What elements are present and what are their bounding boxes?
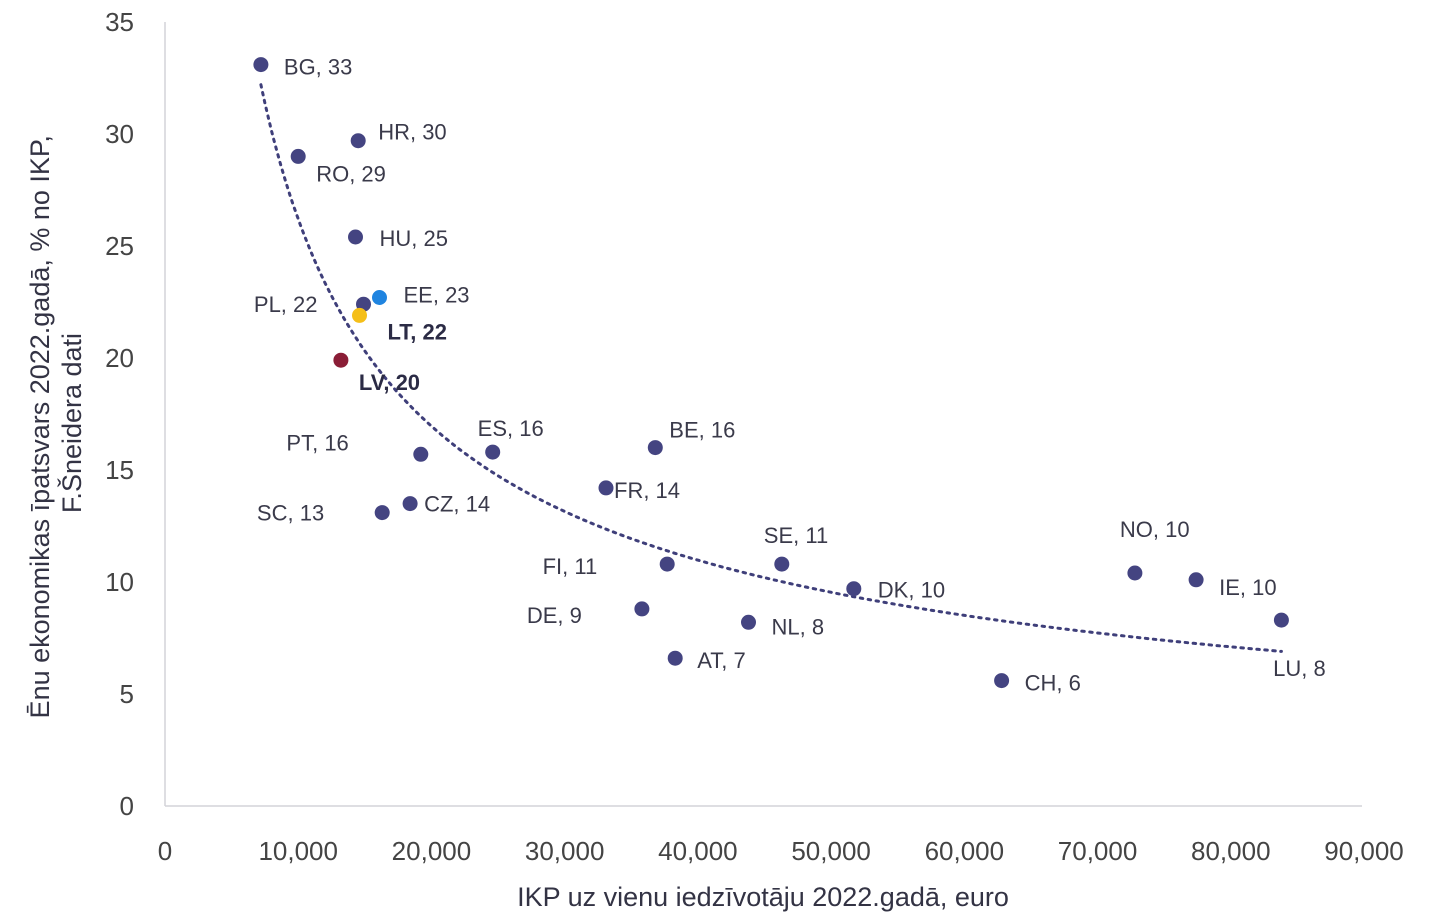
data-point-es bbox=[485, 444, 501, 460]
y-tick-label: 30 bbox=[105, 119, 134, 149]
data-point-hr bbox=[350, 133, 366, 149]
data-point-bg bbox=[253, 57, 269, 73]
point-label-ie: IE, 10 bbox=[1219, 575, 1276, 600]
point-label-at: AT, 7 bbox=[697, 648, 746, 673]
data-point-lt bbox=[352, 307, 367, 323]
data-point-cz bbox=[402, 496, 418, 512]
point-label-se: SE, 11 bbox=[764, 523, 828, 548]
trendline bbox=[259, 83, 1283, 653]
y-tick-label: 5 bbox=[120, 679, 134, 709]
x-tick-label: 90,000 bbox=[1324, 836, 1404, 866]
y-tick-labels: 0 5 10 15 20 25 30 35 bbox=[105, 7, 134, 821]
y-tick-label: 0 bbox=[120, 791, 134, 821]
x-tick-label: 80,000 bbox=[1191, 836, 1271, 866]
y-tick-label: 10 bbox=[105, 567, 134, 597]
point-label-lu: LU, 8 bbox=[1273, 656, 1326, 681]
y-axis-title-line-1: Ēnu ekonomikas īpatsvars 2022.gadā, % no… bbox=[25, 135, 55, 718]
point-label-ee: EE, 23 bbox=[404, 283, 470, 308]
data-point-be bbox=[647, 440, 663, 456]
data-point-nl bbox=[741, 614, 756, 630]
point-label-dk: DK, 10 bbox=[878, 578, 945, 603]
x-tick-label: 50,000 bbox=[791, 836, 871, 866]
point-label-bg: BG, 33 bbox=[284, 55, 352, 80]
data-point-pt bbox=[413, 446, 429, 462]
x-tick-label: 40,000 bbox=[658, 836, 738, 866]
point-label-lt: LT, 22 bbox=[388, 319, 448, 344]
point-label-ro: RO, 29 bbox=[316, 161, 386, 186]
point-label-nl: NL, 8 bbox=[772, 614, 825, 639]
x-tick-label: 60,000 bbox=[925, 836, 1005, 866]
x-tick-label: 30,000 bbox=[525, 836, 605, 866]
data-point-se bbox=[774, 556, 790, 572]
point-labels: BG, 33 RO, 29 HR, 30 HU, 25 PL, 22 EE, 23 LT, … bbox=[254, 55, 1326, 696]
point-label-fr: FR, 14 bbox=[614, 478, 680, 503]
y-tick-label: 25 bbox=[105, 231, 134, 261]
x-tick-labels: 0 10,000 20,000 30,000 40,000 50,000 60,000 70,… bbox=[158, 836, 1404, 866]
data-point-no bbox=[1127, 565, 1143, 581]
chart-axes bbox=[164, 22, 1362, 807]
point-label-be: BE, 16 bbox=[669, 418, 735, 443]
y-tick-label: 15 bbox=[105, 455, 134, 485]
point-label-cz: CZ, 14 bbox=[424, 492, 490, 517]
point-label-ch: CH, 6 bbox=[1025, 671, 1081, 696]
data-point-lu bbox=[1273, 612, 1289, 628]
data-point-fr bbox=[598, 480, 614, 496]
point-label-lv: LV, 20 bbox=[359, 370, 420, 395]
x-tick-label: 10,000 bbox=[258, 836, 338, 866]
data-point-de bbox=[634, 601, 650, 617]
point-label-es: ES, 16 bbox=[478, 416, 544, 441]
data-point-dk bbox=[846, 581, 862, 597]
data-point-ch bbox=[994, 673, 1010, 689]
data-point-ro bbox=[290, 148, 306, 164]
point-label-sc: SC, 13 bbox=[257, 501, 324, 526]
point-label-pt: PT, 16 bbox=[286, 430, 348, 455]
y-tick-label: 35 bbox=[105, 7, 134, 37]
point-label-hu: HU, 25 bbox=[380, 226, 448, 251]
y-axis-title-line-2: F.Šneidera dati bbox=[56, 333, 87, 513]
point-label-no: NO, 10 bbox=[1120, 517, 1190, 542]
y-axis-title: Ēnu ekonomikas īpatsvars 2022.gadā, % no… bbox=[25, 128, 87, 719]
data-points bbox=[253, 57, 1289, 689]
data-point-sc bbox=[374, 505, 390, 521]
x-axis-title: IKP uz vienu iedzīvotāju 2022.gadā, euro bbox=[517, 882, 1009, 912]
y-tick-label: 20 bbox=[105, 343, 134, 373]
data-point-hu bbox=[348, 229, 363, 245]
point-label-de: DE, 9 bbox=[527, 603, 582, 628]
x-tick-label: 20,000 bbox=[392, 836, 472, 866]
data-point-fi bbox=[659, 556, 675, 572]
data-point-lv bbox=[333, 352, 349, 368]
data-point-at bbox=[667, 650, 683, 666]
x-tick-label: 70,000 bbox=[1058, 836, 1138, 866]
point-label-pl: PL, 22 bbox=[254, 292, 318, 317]
x-tick-label: 0 bbox=[158, 836, 172, 866]
data-point-ee bbox=[372, 290, 387, 305]
point-label-hr: HR, 30 bbox=[378, 120, 446, 145]
point-label-fi: FI, 11 bbox=[543, 554, 598, 579]
data-point-ie bbox=[1188, 572, 1204, 588]
